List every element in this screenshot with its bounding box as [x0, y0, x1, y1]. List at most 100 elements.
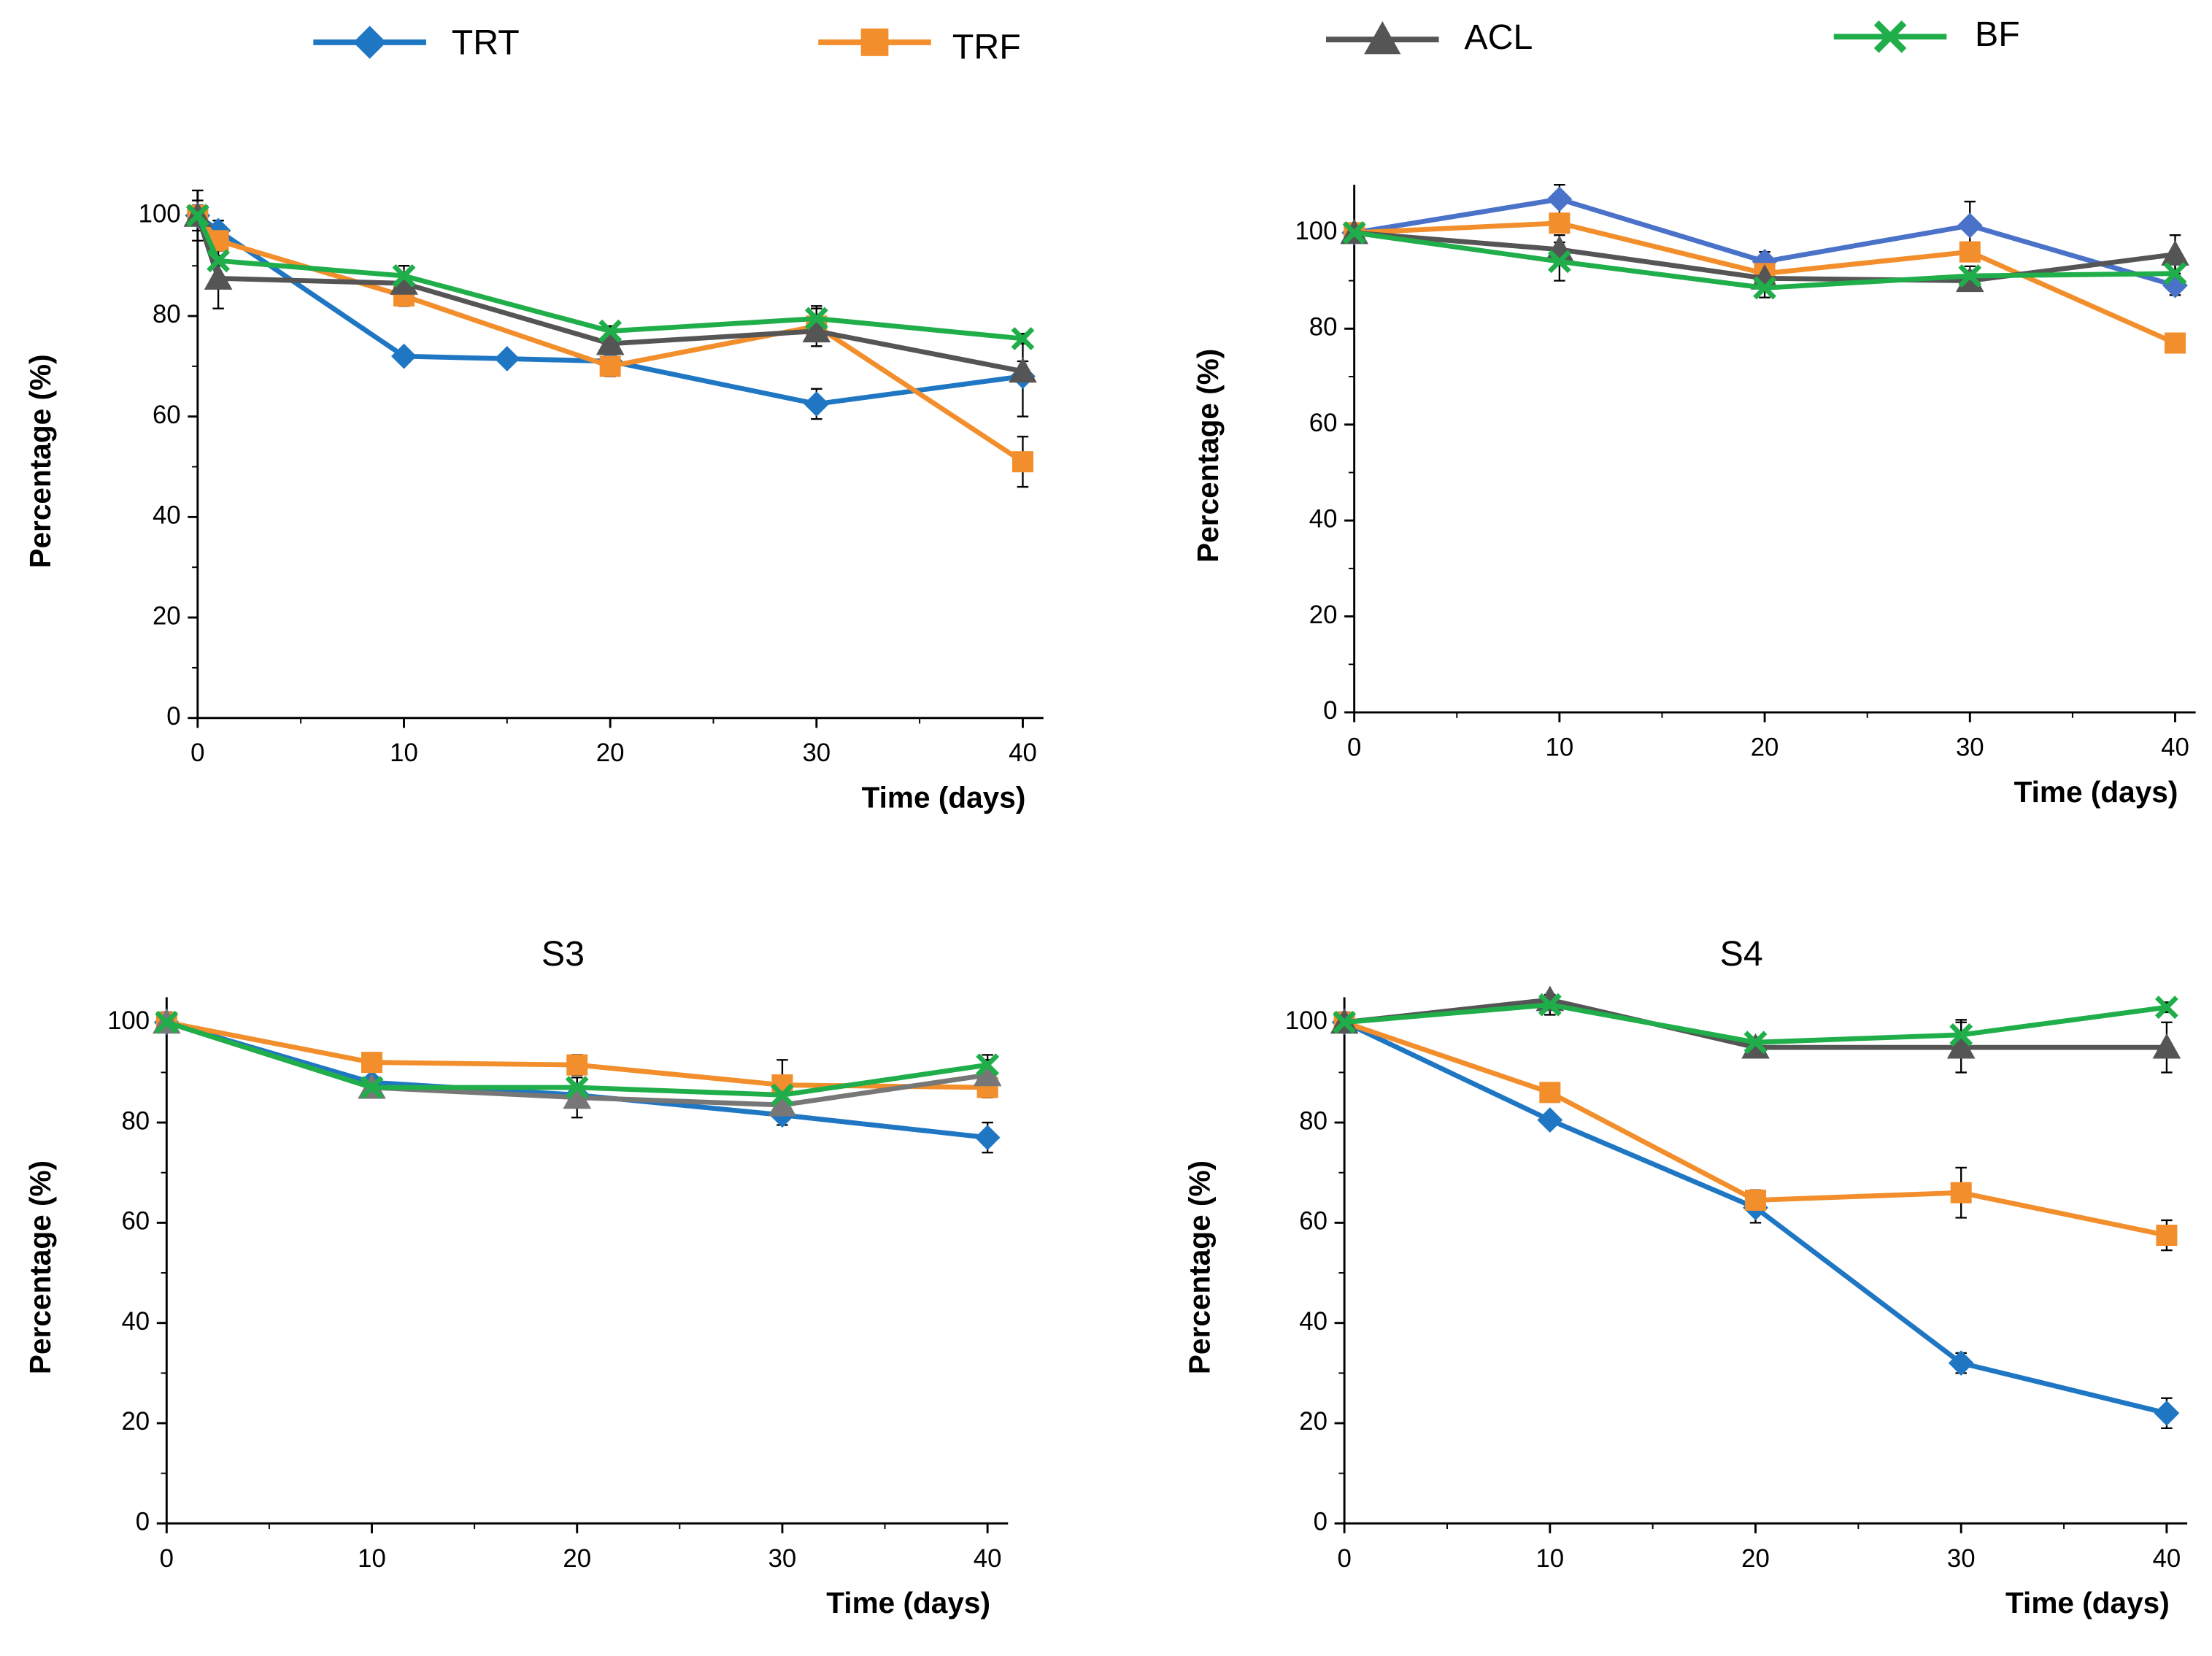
marker — [1011, 451, 1033, 473]
panel: 0 20 40 60 80 100 0 10 20 30 40 Time (days) Percenta… — [23, 934, 1009, 1620]
y-tick-label: 40 — [121, 1308, 150, 1336]
x-tick-label: 40 — [974, 1545, 1002, 1573]
y-tick-label: 20 — [1309, 601, 1338, 629]
chart-title: S4 — [1720, 934, 1763, 974]
marker — [204, 264, 233, 290]
marker — [1333, 1010, 1357, 1034]
y-tick-label: 80 — [1299, 1107, 1327, 1135]
x-tick-label: 30 — [802, 739, 831, 767]
x-tick-label: 30 — [1947, 1545, 1976, 1573]
x-tick-label: 0 — [1347, 733, 1361, 761]
y-tick-label: 0 — [1314, 1509, 1327, 1536]
x-tick-label: 10 — [1535, 1545, 1564, 1573]
marker — [494, 346, 520, 371]
legend-label: TRT — [452, 23, 520, 63]
marker — [771, 1083, 794, 1107]
marker — [1946, 1033, 1976, 1059]
marker — [976, 1053, 1000, 1077]
x-tick-label: 0 — [160, 1545, 174, 1573]
y-tick-label: 0 — [166, 703, 180, 731]
x-tick-label: 40 — [2153, 1545, 2181, 1573]
y-axis-label: Percentage (%) — [1183, 1160, 1217, 1374]
legend-label: BF — [1975, 15, 2020, 54]
y-tick-label: 20 — [153, 602, 181, 630]
y-tick-label: 60 — [153, 401, 181, 429]
x-axis-label: Time (days) — [862, 781, 1026, 814]
y-tick-label: 80 — [153, 301, 181, 328]
marker — [155, 1010, 179, 1034]
y-tick-label: 40 — [153, 502, 181, 530]
marker — [802, 317, 831, 343]
marker — [599, 355, 621, 377]
x-tick-label: 20 — [596, 739, 625, 767]
marker — [360, 1076, 384, 1099]
marker — [768, 1090, 797, 1117]
y-tick-label: 0 — [1323, 697, 1337, 725]
y-tick-label: 40 — [1299, 1308, 1327, 1336]
x-axis-label: Time (days) — [2005, 1586, 2170, 1620]
x-tick-label: 30 — [768, 1545, 797, 1573]
marker — [1549, 212, 1571, 234]
marker — [1743, 1031, 1768, 1055]
y-tick-label: 60 — [121, 1208, 150, 1236]
marker — [1958, 264, 1982, 288]
y-axis-label: Percentage (%) — [23, 354, 57, 568]
y-axis-label: Percentage (%) — [1191, 349, 1225, 563]
marker — [1949, 1023, 1973, 1047]
x-tick-label: 0 — [190, 739, 204, 767]
y-axis-label: Percentage (%) — [23, 1160, 57, 1374]
y-tick-label: 40 — [1309, 505, 1338, 533]
y-tick-label: 80 — [1309, 314, 1338, 342]
marker — [596, 329, 625, 355]
marker — [1753, 276, 1776, 300]
marker — [804, 307, 828, 331]
series-line — [195, 214, 1023, 342]
marker — [2164, 332, 2186, 354]
marker — [361, 1052, 383, 1074]
marker — [974, 1125, 1001, 1151]
y-tick-label: 100 — [1295, 217, 1337, 245]
x-axis-label: Time (days) — [826, 1586, 990, 1620]
marker — [973, 1060, 1002, 1087]
marker — [1950, 1182, 1972, 1204]
y-tick-label: 20 — [1299, 1408, 1327, 1436]
marker — [1342, 220, 1366, 244]
marker — [804, 391, 830, 417]
panel: 0 20 40 60 80 100 0 10 20 30 40 Time (days) Percenta… — [1183, 934, 2188, 1620]
marker — [566, 1054, 588, 1076]
marker — [565, 1076, 589, 1099]
marker — [2152, 1033, 2181, 1059]
x-axis-label: Time (days) — [2014, 775, 2178, 809]
x-tick-label: 10 — [1546, 733, 1574, 761]
marker — [1009, 357, 1037, 383]
marker — [392, 264, 416, 288]
y-tick-label: 20 — [121, 1408, 150, 1436]
x-tick-label: 0 — [1337, 1545, 1351, 1573]
x-tick-label: 10 — [390, 739, 418, 767]
panel: 0 20 40 60 80 100 0 10 20 30 40 Time (days) Percenta… — [1191, 184, 2196, 809]
marker — [1547, 250, 1571, 274]
marker — [2163, 261, 2187, 285]
marker — [185, 204, 209, 228]
x-tick-label: 20 — [563, 1545, 591, 1573]
y-tick-label: 100 — [139, 201, 181, 228]
x-tick-label: 10 — [358, 1545, 386, 1573]
chart-title: S3 — [542, 934, 585, 974]
marker — [1745, 1189, 1767, 1211]
marker — [1011, 327, 1035, 350]
x-tick-label: 20 — [1751, 733, 1779, 761]
marker — [2161, 240, 2189, 266]
y-tick-label: 60 — [1299, 1208, 1327, 1236]
marker — [2154, 1400, 2180, 1426]
marker — [1538, 993, 1562, 1017]
x-tick-label: 40 — [2161, 733, 2189, 761]
panel: 0 20 40 60 80 100 0 10 20 30 40 Time (days) Percenta… — [23, 189, 1044, 814]
y-tick-label: 100 — [1285, 1007, 1327, 1035]
marker — [1873, 20, 1907, 53]
series-line — [195, 215, 1024, 374]
marker — [1537, 1107, 1563, 1133]
marker — [1948, 1350, 1974, 1376]
marker — [1957, 212, 1983, 239]
marker — [2156, 1225, 2178, 1247]
